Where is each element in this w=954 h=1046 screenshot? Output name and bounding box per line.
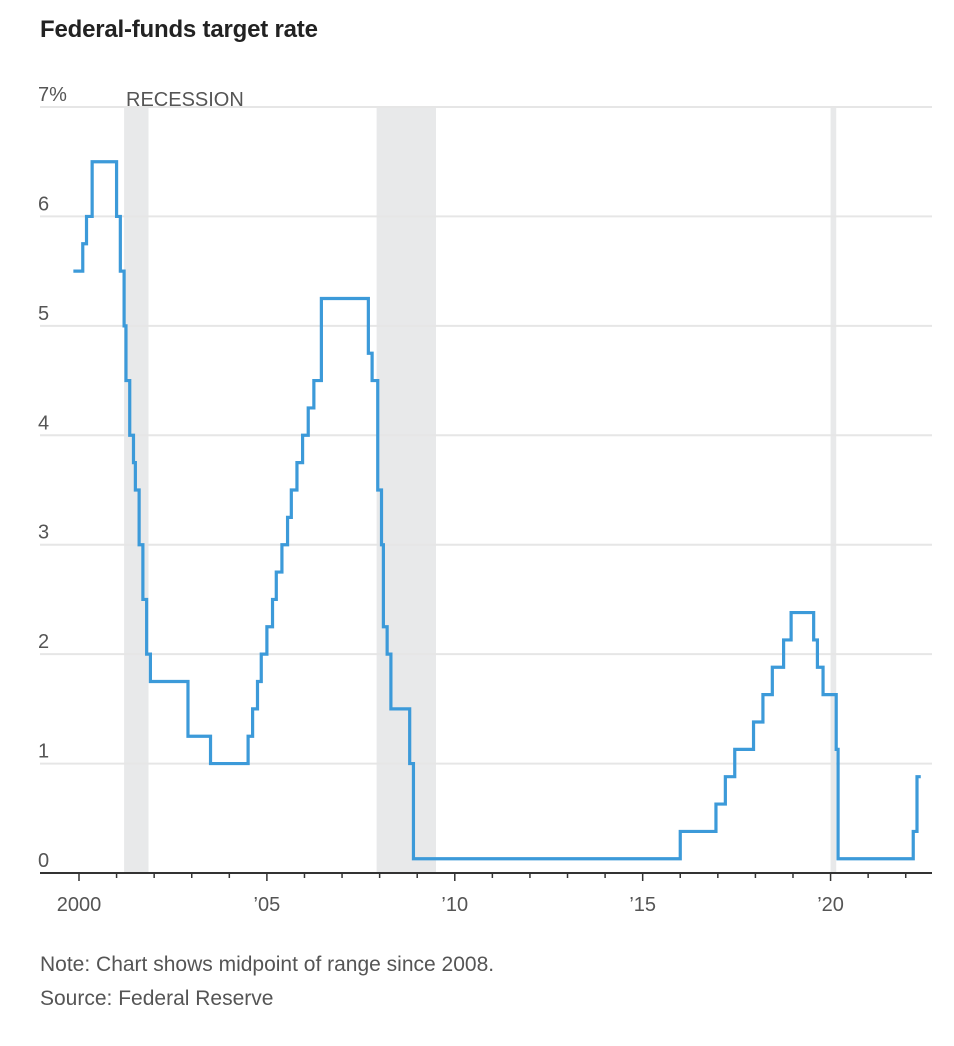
x-tick-label-2020: ’20 bbox=[817, 894, 844, 916]
y-tick-label-6: 6 bbox=[38, 193, 49, 215]
chart-title: Federal-funds target rate bbox=[40, 16, 318, 43]
series-line-1 bbox=[73, 160, 921, 861]
y-tick-label-3: 3 bbox=[38, 522, 49, 544]
recession-band-2 bbox=[376, 107, 436, 873]
chart-notes: Note: Chart shows midpoint of range sinc… bbox=[40, 948, 494, 1016]
x-tick-label-2010: ’10 bbox=[441, 894, 468, 916]
x-tick-label-2005: ’05 bbox=[254, 894, 281, 916]
chart-note: Note: Chart shows midpoint of range sinc… bbox=[40, 953, 495, 976]
y-tick-label-7: 7% bbox=[38, 84, 67, 106]
recession-bands bbox=[124, 107, 837, 873]
y-tick-label-0: 0 bbox=[38, 850, 49, 872]
x-tick-label-2000: 2000 bbox=[57, 894, 102, 916]
x-axis bbox=[40, 872, 932, 881]
y-tick-label-4: 4 bbox=[38, 412, 49, 434]
x-axis-labels: 2000 ’05 ’10 ’15 ’20 bbox=[57, 894, 844, 916]
series-line-layer bbox=[73, 160, 921, 861]
recession-label: RECESSION bbox=[126, 89, 244, 111]
y-tick-label-2: 2 bbox=[38, 631, 49, 653]
chart-area: RECESSION 0 1 2 3 4 5 6 7% 2000 ’05 ’10 ’15 ’20 bbox=[38, 84, 932, 916]
y-tick-label-1: 1 bbox=[38, 741, 49, 763]
x-tick-label-2015: ’15 bbox=[629, 894, 656, 916]
gridlines bbox=[40, 106, 932, 765]
recession-band-3 bbox=[830, 107, 837, 873]
y-axis-labels: 0 1 2 3 4 5 6 7% bbox=[38, 84, 67, 872]
y-tick-label-5: 5 bbox=[38, 303, 49, 325]
chart-source: Source: Federal Reserve bbox=[40, 987, 274, 1010]
